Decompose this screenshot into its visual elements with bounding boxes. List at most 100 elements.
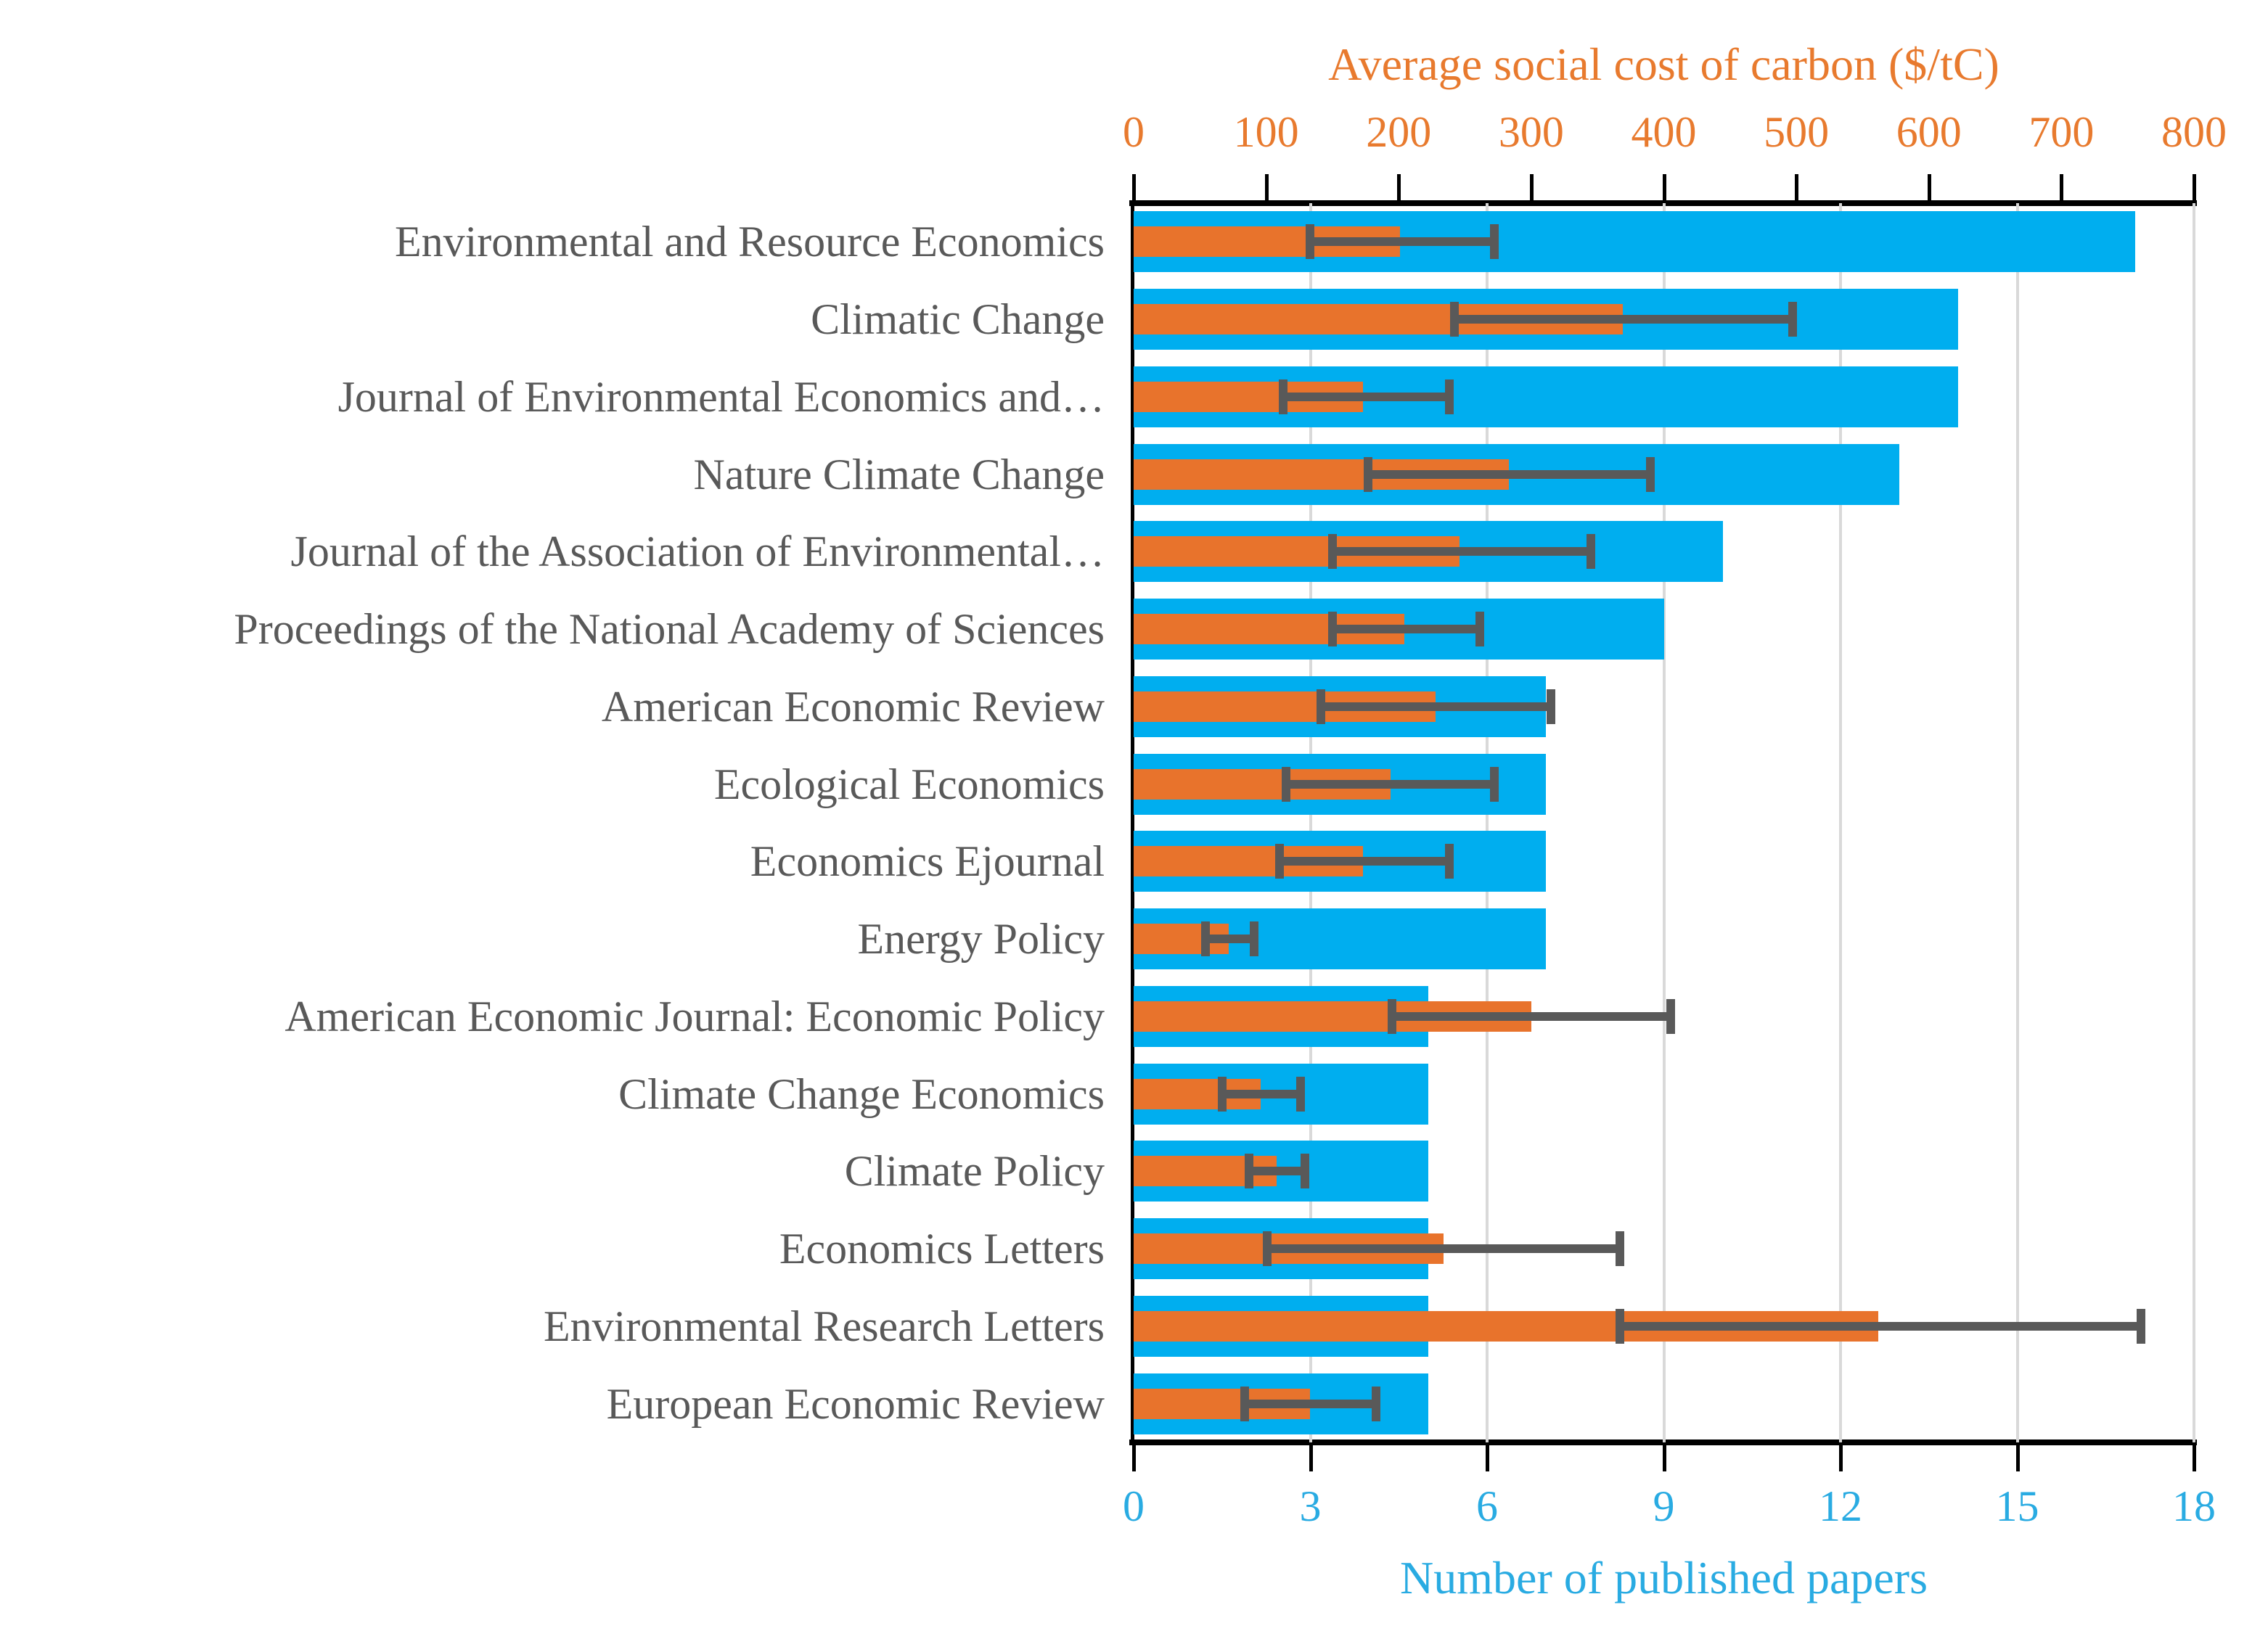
error-bar-cap-high — [1475, 612, 1484, 647]
error-bar-cap-high — [1587, 534, 1596, 570]
error-bar-cap-low — [1616, 1308, 1625, 1344]
category-label: Climatic Change — [811, 295, 1105, 344]
error-bar-cap-low — [1274, 844, 1284, 879]
error-bar-line — [1283, 392, 1449, 401]
error-bar-line — [1286, 779, 1494, 789]
error-bar-line — [1620, 1321, 2141, 1331]
error-bar-line — [1332, 547, 1592, 556]
error-bar-cap-high — [1489, 766, 1499, 802]
left-axis-line — [1131, 203, 1134, 1442]
bottom-axis-tick-label: 18 — [2172, 1482, 2216, 1530]
error-bar-cap-high — [1444, 844, 1454, 879]
error-bar-cap-low — [1282, 766, 1291, 802]
bottom-axis-tick-label: 15 — [1995, 1482, 2039, 1530]
bottom-axis-tick — [1132, 1445, 1136, 1471]
top-axis-tick — [2193, 174, 2196, 200]
error-bar-cap-low — [1364, 456, 1373, 492]
error-bar-cap-high — [1666, 998, 1675, 1034]
category-label: Proceedings of the National Academy of S… — [234, 605, 1105, 654]
error-bar-line — [1320, 702, 1552, 711]
top-axis-tick-label: 300 — [1498, 108, 1564, 156]
bottom-axis-tick-label: 12 — [1819, 1482, 1862, 1530]
top-axis-tick-label: 100 — [1233, 108, 1299, 156]
error-bar-line — [1279, 857, 1449, 866]
error-bar-cap-high — [1372, 1386, 1381, 1421]
top-axis-tick-label: 400 — [1631, 108, 1697, 156]
category-label: Environmental and Resource Economics — [394, 218, 1105, 266]
top-axis-tick — [1529, 174, 1534, 200]
error-bar-cap-high — [1444, 379, 1454, 414]
bottom-axis-tick — [1486, 1445, 1489, 1471]
bottom-axis-tick-label: 0 — [1123, 1482, 1145, 1530]
top-axis-tick-label: 600 — [1896, 108, 1962, 156]
gridline — [1662, 203, 1666, 1442]
error-bar-cap-low — [1327, 612, 1337, 647]
error-bar-cap-high — [1250, 921, 1259, 957]
category-label: European Economic Review — [606, 1379, 1105, 1428]
bottom-axis-title: Number of published papers — [1400, 1552, 1928, 1603]
error-bar-cap-low — [1279, 379, 1288, 414]
error-bar-line — [1248, 1167, 1305, 1176]
error-bar-cap-low — [1263, 1231, 1272, 1267]
error-bar-line — [1368, 469, 1651, 479]
error-bar-line — [1222, 1089, 1301, 1098]
error-bar-cap-low — [1316, 689, 1325, 724]
top-axis-tick-label: 200 — [1366, 108, 1432, 156]
bottom-axis-tick — [1309, 1445, 1313, 1471]
gridline — [2015, 203, 2019, 1442]
bottom-axis-tick-label: 6 — [1476, 1482, 1498, 1530]
bottom-axis-line — [1129, 1439, 2197, 1445]
top-axis-tick-label: 700 — [2028, 108, 2095, 156]
top-axis-tick — [1264, 174, 1269, 200]
category-label: Nature Climate Change — [693, 450, 1105, 498]
top-axis-tick-label: 0 — [1123, 108, 1145, 156]
top-axis-tick — [2060, 174, 2064, 200]
error-bar-line — [1205, 935, 1255, 944]
error-bar-line — [1332, 625, 1480, 634]
error-bar-line — [1245, 1399, 1377, 1408]
bottom-axis-tick — [1662, 1445, 1666, 1471]
error-bar-cap-high — [1616, 1231, 1625, 1267]
error-bar-cap-high — [1646, 456, 1655, 492]
category-label: Journal of the Association of Environmen… — [290, 527, 1105, 576]
bottom-axis-tick — [2193, 1445, 2196, 1471]
error-bar-cap-high — [1489, 224, 1499, 260]
category-label: Journal of Environmental Economics and… — [337, 372, 1105, 421]
gridline — [2193, 203, 2195, 1442]
error-bar-cap-high — [1296, 1076, 1306, 1112]
error-bar-cap-low — [1388, 998, 1397, 1034]
top-axis-tick — [1662, 174, 1666, 200]
bottom-axis-tick — [1839, 1445, 1843, 1471]
error-bar-cap-low — [1327, 534, 1337, 570]
top-axis-tick-label: 500 — [1764, 108, 1830, 156]
top-axis-title: Average social cost of carbon ($/tC) — [1328, 38, 1999, 90]
error-bar-cap-low — [1449, 302, 1459, 337]
error-bar-cap-high — [2136, 1308, 2145, 1344]
bottom-axis-tick — [2015, 1445, 2020, 1471]
error-bar-cap-low — [1218, 1076, 1227, 1112]
top-axis-tick — [1927, 174, 1931, 200]
bottom-axis-tick-label: 9 — [1653, 1482, 1675, 1530]
error-bar-line — [1454, 315, 1793, 324]
error-bar-cap-low — [1244, 1154, 1253, 1189]
error-bar-cap-high — [1300, 1154, 1309, 1189]
error-bar-cap-high — [1547, 689, 1556, 724]
error-bar-line — [1267, 1244, 1621, 1254]
category-label: Economics Ejournal — [750, 837, 1105, 886]
error-bar-line — [1309, 237, 1494, 247]
gridline — [1309, 203, 1312, 1442]
category-label: Economics Letters — [779, 1225, 1105, 1273]
gridline — [1839, 203, 1842, 1442]
error-bar-cap-low — [1200, 921, 1210, 957]
error-bar-line — [1392, 1011, 1671, 1021]
error-bar-cap-low — [1305, 224, 1314, 260]
category-label: Energy Policy — [857, 915, 1105, 964]
category-label: American Economic Review — [601, 682, 1105, 731]
category-label: American Economic Journal: Economic Poli… — [284, 992, 1105, 1040]
bottom-axis-tick-label: 3 — [1299, 1482, 1322, 1530]
top-axis-tick-label: 800 — [2161, 108, 2227, 156]
top-axis-tick — [1795, 174, 1799, 200]
category-label: Climate Policy — [844, 1147, 1105, 1196]
